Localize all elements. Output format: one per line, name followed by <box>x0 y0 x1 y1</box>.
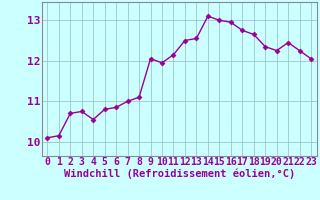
X-axis label: Windchill (Refroidissement éolien,°C): Windchill (Refroidissement éolien,°C) <box>64 169 295 179</box>
